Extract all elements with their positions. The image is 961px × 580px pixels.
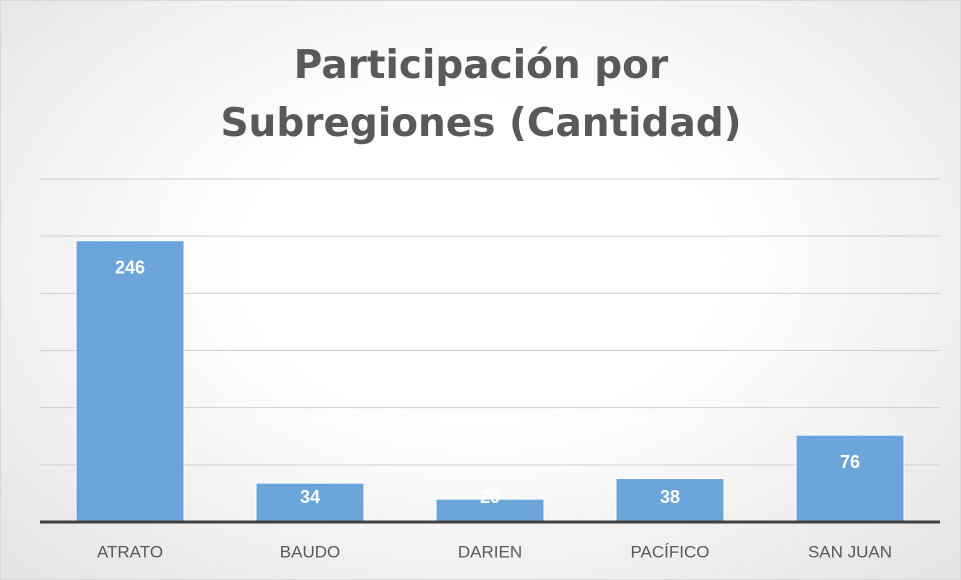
- bar: [795, 434, 905, 523]
- bar: [75, 240, 185, 523]
- bar: [615, 478, 725, 523]
- x-tick-label: PACÍFICO: [630, 542, 709, 561]
- data-label: 38: [660, 487, 680, 507]
- data-label: 246: [115, 257, 145, 277]
- data-label: 34: [300, 487, 320, 507]
- chart-title: Participación por Subregiones (Cantidad): [220, 43, 742, 146]
- data-label: 20: [480, 487, 500, 507]
- bar: [255, 482, 365, 523]
- x-tick-label: ATRATO: [97, 542, 163, 561]
- x-tick-label: BAUDO: [280, 542, 340, 561]
- x-tick-label: DARIEN: [458, 542, 522, 561]
- data-label: 76: [840, 452, 860, 472]
- x-tick-label: SAN JUAN: [808, 542, 892, 561]
